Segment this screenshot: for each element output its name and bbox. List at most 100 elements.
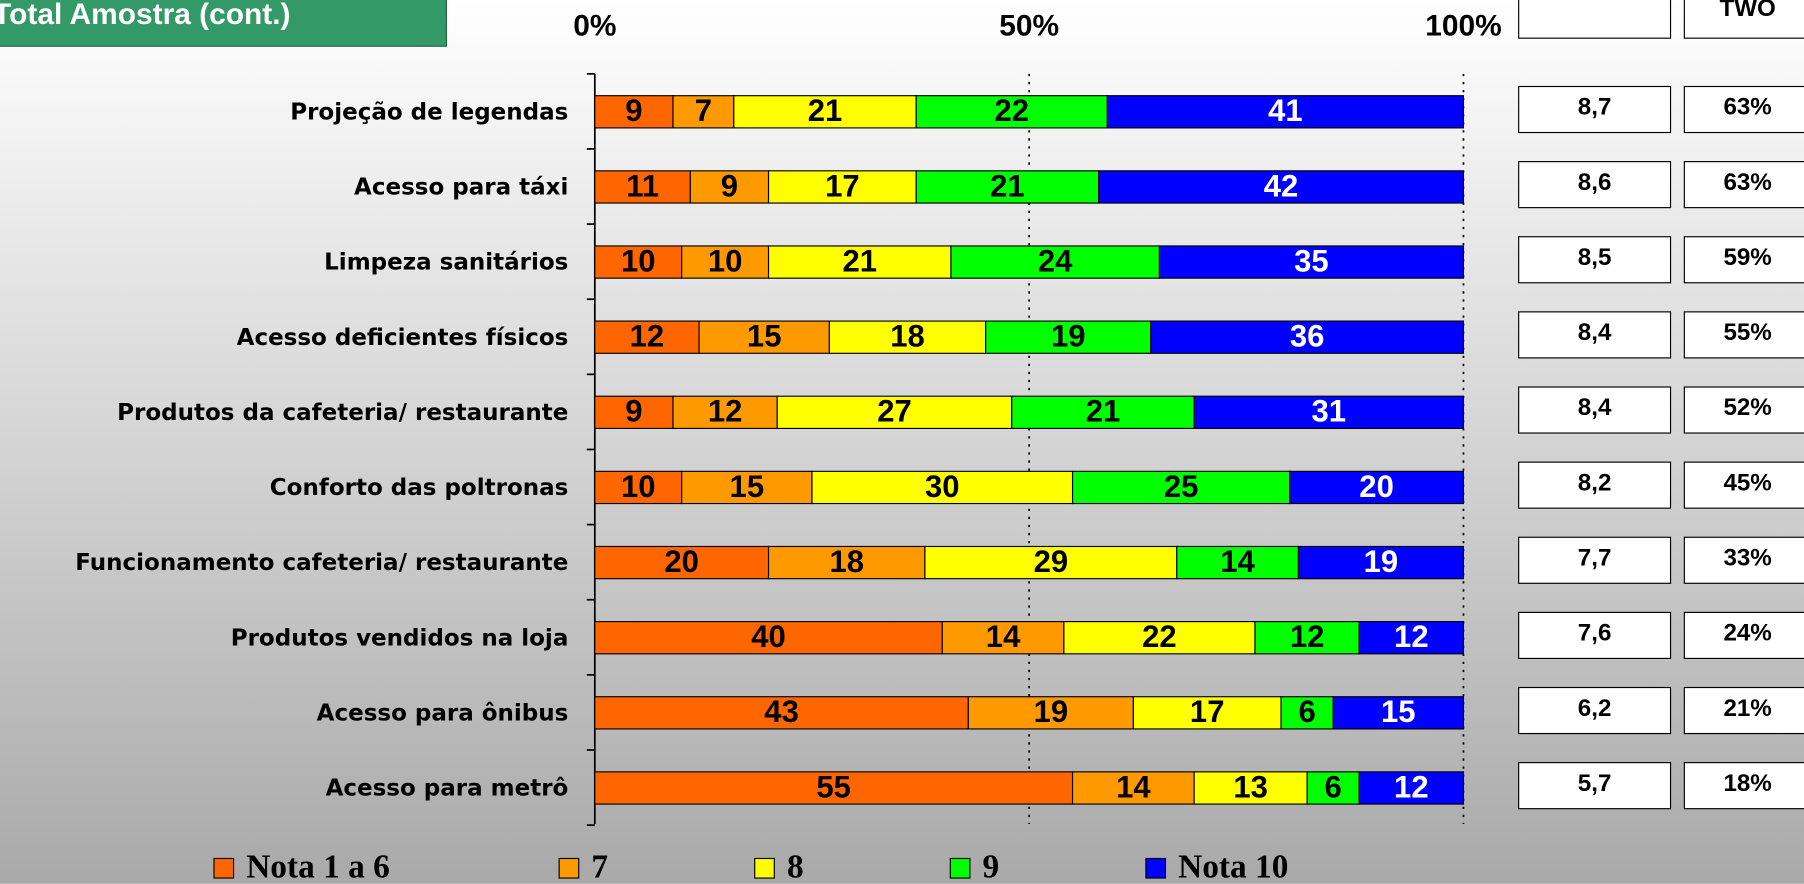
legend-label: Nota 10 bbox=[1178, 849, 1288, 884]
legend-swatch bbox=[558, 857, 580, 879]
value-label: 22 bbox=[1142, 619, 1177, 654]
bar-segment bbox=[594, 470, 683, 505]
two-value: 59% bbox=[1723, 244, 1771, 271]
value-label: 22 bbox=[994, 93, 1029, 128]
value-label: 9 bbox=[625, 394, 642, 429]
legend-label: 8 bbox=[787, 849, 804, 884]
mean-box bbox=[1518, 611, 1672, 659]
two-box bbox=[1683, 461, 1804, 509]
value-label: 15 bbox=[730, 469, 765, 504]
value-label: 29 bbox=[1034, 544, 1069, 579]
category-label: Limpeza sanitários bbox=[324, 250, 568, 276]
bar-segment bbox=[941, 621, 1065, 655]
value-label: 21 bbox=[808, 93, 843, 128]
value-label: 6 bbox=[1298, 694, 1315, 729]
bar-segment bbox=[594, 95, 674, 129]
category-label: Acesso para ônibus bbox=[317, 700, 569, 726]
bar-segment bbox=[594, 395, 674, 429]
title-box bbox=[0, 0, 447, 47]
bar-segment bbox=[985, 320, 1152, 354]
value-label: 19 bbox=[1034, 694, 1069, 729]
legend-swatch bbox=[213, 857, 235, 879]
bar-segment bbox=[776, 395, 1013, 429]
legend-swatch bbox=[1145, 857, 1167, 879]
category-label: Acesso deficientes físicos bbox=[237, 325, 569, 351]
bar-segment bbox=[1063, 621, 1256, 655]
column-header: TWO bbox=[1719, 0, 1775, 22]
bar-segment bbox=[1011, 395, 1195, 429]
value-label: 12 bbox=[630, 319, 665, 354]
two-box bbox=[1683, 762, 1804, 810]
value-label: 15 bbox=[747, 319, 782, 354]
bar-segment bbox=[594, 170, 691, 204]
bar-segment bbox=[681, 245, 770, 279]
legend-label: 9 bbox=[983, 849, 1000, 884]
mean-value: 8,7 bbox=[1578, 94, 1612, 121]
value-label: 14 bbox=[1220, 544, 1255, 579]
value-label: 15 bbox=[1381, 694, 1416, 729]
bar-segment bbox=[1193, 395, 1465, 429]
x-tick-label: 100% bbox=[1425, 10, 1502, 43]
value-label: 20 bbox=[1359, 469, 1394, 504]
value-label: 19 bbox=[1364, 544, 1399, 579]
x-tick-label: 50% bbox=[999, 10, 1059, 43]
value-label: 10 bbox=[708, 243, 743, 278]
legend-swatch bbox=[949, 857, 971, 879]
mean-value: 5,7 bbox=[1578, 770, 1612, 797]
bar-segment bbox=[1254, 621, 1360, 655]
two-value: 18% bbox=[1723, 770, 1771, 797]
bar-segment bbox=[767, 170, 917, 204]
bar-segment bbox=[1071, 771, 1195, 805]
value-label: 12 bbox=[1394, 769, 1429, 804]
mean-box bbox=[1518, 85, 1672, 134]
mean-box bbox=[1518, 236, 1672, 284]
mean-value: 7,7 bbox=[1578, 544, 1612, 571]
bar-segment bbox=[950, 245, 1161, 279]
bar-segment bbox=[733, 95, 917, 129]
legend-swatch bbox=[754, 857, 775, 879]
value-label: 42 bbox=[1264, 168, 1299, 203]
value-label: 18 bbox=[890, 319, 925, 354]
bar-segment bbox=[1332, 696, 1465, 730]
two-value: 21% bbox=[1723, 695, 1771, 722]
bar-segment bbox=[828, 320, 987, 354]
mean-value: 8,2 bbox=[1578, 469, 1612, 496]
two-box bbox=[1683, 236, 1804, 284]
category-label: Projeção de legendas bbox=[290, 99, 568, 125]
bar-segment bbox=[1106, 95, 1465, 129]
bar-segment bbox=[1176, 545, 1299, 580]
bar-segment bbox=[1071, 470, 1291, 505]
value-label: 17 bbox=[825, 168, 860, 203]
mean-value: 6,2 bbox=[1578, 695, 1612, 722]
value-label: 25 bbox=[1164, 469, 1199, 504]
bar-segment bbox=[1289, 470, 1465, 505]
two-box bbox=[1683, 686, 1804, 735]
two-value: 63% bbox=[1723, 94, 1771, 121]
two-value: 33% bbox=[1723, 544, 1771, 571]
value-label: 41 bbox=[1268, 93, 1303, 128]
category-label: Acesso para metrô bbox=[326, 776, 569, 802]
bar-segment bbox=[594, 545, 770, 580]
bar-segment bbox=[1358, 771, 1465, 805]
bar-segment bbox=[594, 245, 683, 279]
value-label: 11 bbox=[626, 168, 659, 203]
mean-box bbox=[1518, 311, 1672, 359]
value-label: 14 bbox=[1116, 769, 1151, 804]
value-label: 43 bbox=[764, 694, 799, 729]
category-label: Produtos vendidos na loja bbox=[231, 625, 569, 651]
value-label: 20 bbox=[664, 544, 699, 579]
value-label: 18 bbox=[829, 544, 864, 579]
two-value: 55% bbox=[1723, 319, 1771, 346]
legend-label: 7 bbox=[591, 849, 608, 884]
two-box bbox=[1683, 311, 1804, 359]
bar-segment bbox=[1280, 696, 1334, 730]
two-box bbox=[1683, 161, 1804, 209]
two-value: 24% bbox=[1723, 620, 1771, 647]
two-value: 45% bbox=[1723, 469, 1771, 496]
category-label: Funcionamento cafeteria/ restaurante bbox=[75, 550, 568, 576]
two-box bbox=[1683, 536, 1804, 584]
value-label: 9 bbox=[721, 168, 738, 203]
mean-box bbox=[1518, 386, 1672, 434]
